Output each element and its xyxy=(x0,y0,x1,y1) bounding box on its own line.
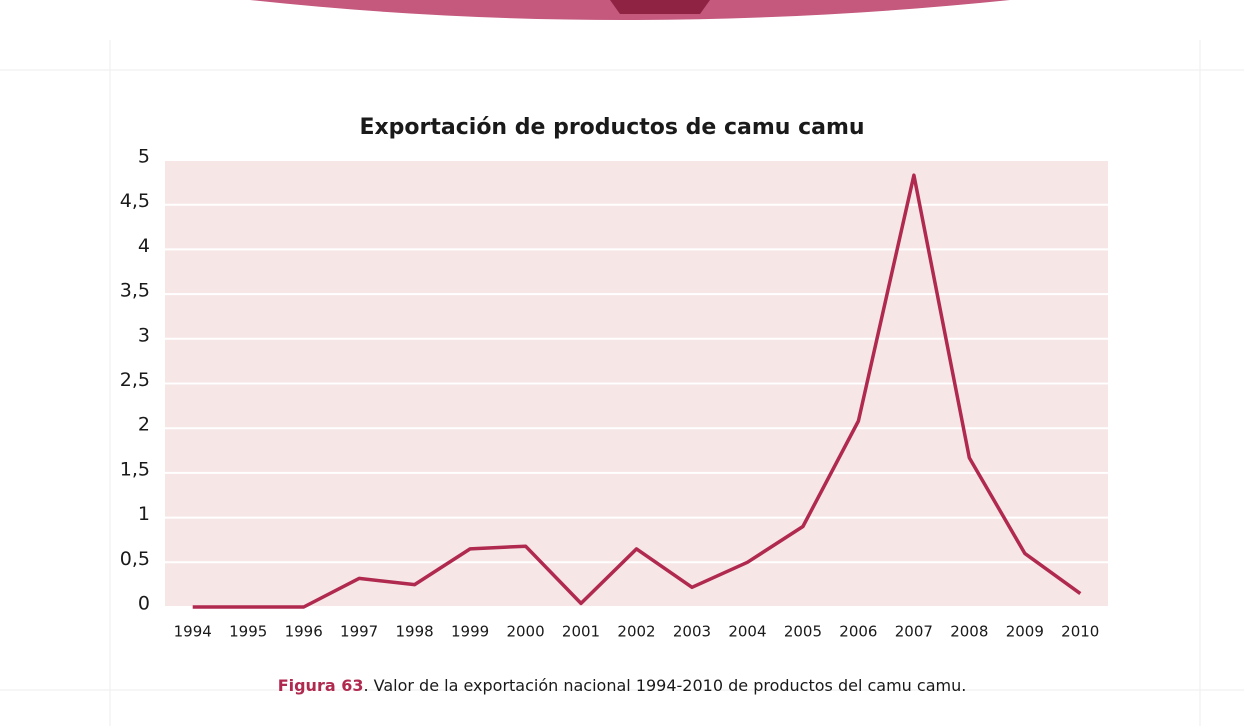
x-tick-label: 2004 xyxy=(728,623,766,641)
x-tick-label: 2009 xyxy=(1006,623,1044,641)
x-tick-label: 2003 xyxy=(673,623,711,641)
x-tick-label: 1996 xyxy=(285,623,323,641)
caption-label: Figura 63 xyxy=(278,676,364,695)
y-tick-label: 4,5 xyxy=(120,190,150,212)
chart-title: Exportación de productos de camu camu xyxy=(359,115,864,140)
x-tick-label: 2008 xyxy=(950,623,988,641)
x-tick-label: 2005 xyxy=(784,623,822,641)
x-tick-label: 1998 xyxy=(396,623,434,641)
caption-text: . Valor de la exportación nacional 1994-… xyxy=(363,676,966,695)
y-tick-label: 4 xyxy=(138,235,150,257)
x-tick-label: 1999 xyxy=(451,623,489,641)
x-tick-label: 2006 xyxy=(839,623,877,641)
y-tick-label: 2,5 xyxy=(120,369,150,391)
top-tab xyxy=(610,0,710,14)
y-tick-label: 2 xyxy=(138,414,150,436)
caption: Figura 63. Valor de la exportación nacio… xyxy=(278,676,967,695)
x-tick-label: 1995 xyxy=(229,623,267,641)
y-tick-label: 1,5 xyxy=(120,458,150,480)
x-tick-label: 2002 xyxy=(617,623,655,641)
x-tick-label: 1994 xyxy=(174,623,212,641)
y-tick-label: 0,5 xyxy=(120,548,150,570)
y-tick-label: 3,5 xyxy=(120,280,150,302)
y-tick-label: 5 xyxy=(138,146,150,168)
y-tick-label: 3 xyxy=(138,324,150,346)
background-lines xyxy=(0,40,1244,726)
y-tick-label: 1 xyxy=(138,503,150,525)
x-tick-label: 1997 xyxy=(340,623,378,641)
x-tick-label: 2010 xyxy=(1061,623,1099,641)
x-tick-label: 2000 xyxy=(506,623,544,641)
data-line xyxy=(192,173,1082,609)
x-tick-label: 2007 xyxy=(895,623,933,641)
y-tick-label: 0 xyxy=(138,593,150,615)
x-tick-label: 2001 xyxy=(562,623,600,641)
